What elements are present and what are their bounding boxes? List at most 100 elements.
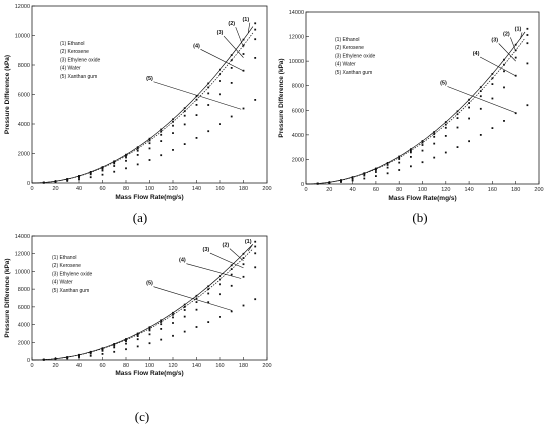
data-point-series-3 bbox=[386, 164, 389, 166]
panel-label: (c) bbox=[135, 409, 149, 424]
data-point-series-4 bbox=[101, 349, 104, 352]
data-point-series-5 bbox=[230, 115, 233, 118]
x-axis-label: Mass Flow Rate(mg/s) bbox=[115, 194, 183, 201]
annotation-leader-3 bbox=[223, 35, 244, 58]
data-point-series-1 bbox=[242, 252, 245, 255]
legend-entry-2: (2) Kerosene bbox=[335, 45, 364, 51]
data-point-series-5 bbox=[526, 104, 529, 107]
data-point-series-5 bbox=[136, 163, 139, 166]
data-point-series-3 bbox=[183, 114, 186, 117]
y-tick-label: 10000 bbox=[15, 269, 30, 275]
data-point-series-3 bbox=[468, 106, 470, 109]
data-point-series-5 bbox=[125, 348, 127, 351]
data-point-series-2 bbox=[491, 77, 494, 80]
annotation-leader-5 bbox=[447, 86, 516, 114]
x-tick-label: 180 bbox=[239, 186, 248, 192]
annotation-label-4: (4) bbox=[473, 51, 480, 57]
data-point-series-1 bbox=[160, 319, 163, 322]
annotation-label-2: (2) bbox=[503, 31, 510, 37]
data-point-series-3 bbox=[351, 176, 354, 179]
x-tick-label: 80 bbox=[123, 186, 129, 192]
data-point-series-5 bbox=[160, 338, 163, 341]
data-point-series-5 bbox=[89, 354, 92, 357]
data-point-series-1 bbox=[207, 82, 210, 85]
y-tick-label: 6000 bbox=[292, 108, 304, 114]
annotation-leader-3 bbox=[209, 252, 244, 269]
data-point-series-3 bbox=[514, 56, 517, 59]
annotation-label-3: (3) bbox=[491, 37, 498, 43]
data-point-series-5 bbox=[491, 127, 494, 129]
annotation-leader-2 bbox=[510, 37, 516, 52]
data-point-series-4 bbox=[468, 117, 470, 120]
annotation-leader-1 bbox=[247, 22, 251, 33]
data-point-series-5 bbox=[242, 304, 245, 307]
data-point-series-1 bbox=[421, 140, 424, 142]
data-point-series-3 bbox=[375, 169, 377, 171]
x-tick-label: 60 bbox=[373, 187, 379, 193]
y-tick-label: 6000 bbox=[18, 93, 30, 99]
chart-panel-3: 0 20 40 60 80 100 120 140 160 180 2000200040006000… bbox=[4, 234, 272, 424]
data-point-series-4 bbox=[195, 308, 198, 311]
legend-entry-2: (2) Kerosene bbox=[60, 49, 89, 55]
data-point-series-1 bbox=[242, 38, 245, 41]
data-point-series-5 bbox=[183, 143, 186, 145]
data-point-series-4 bbox=[78, 176, 80, 179]
y-tick-label: 4000 bbox=[292, 133, 304, 139]
data-point-series-5 bbox=[456, 146, 459, 148]
annotation-label-5: (5) bbox=[146, 281, 153, 287]
data-point-series-3 bbox=[125, 156, 127, 159]
data-point-series-5 bbox=[54, 358, 57, 361]
data-point-series-5 bbox=[66, 357, 69, 360]
x-tick-label: 100 bbox=[145, 363, 154, 369]
data-point-series-4 bbox=[183, 315, 186, 318]
fit-curve-series-2 bbox=[305, 37, 526, 185]
legend-entry-4: (4) Water bbox=[60, 66, 81, 72]
data-point-series-1 bbox=[160, 128, 163, 131]
data-point-series-3 bbox=[207, 92, 210, 95]
data-point-series-3 bbox=[456, 117, 459, 119]
annotation-label-1: (1) bbox=[515, 26, 522, 32]
data-point-series-5 bbox=[136, 345, 139, 348]
data-point-series-2 bbox=[172, 120, 174, 123]
x-tick-label: 160 bbox=[215, 186, 224, 192]
panel-label: (a) bbox=[133, 210, 147, 225]
data-point-series-4 bbox=[410, 156, 412, 158]
fit-curve-series-1 bbox=[31, 26, 254, 184]
data-point-series-4 bbox=[242, 275, 245, 278]
data-point-series-1 bbox=[219, 68, 221, 71]
data-point-series-2 bbox=[386, 162, 389, 165]
data-point-series-1 bbox=[136, 146, 139, 149]
data-point-series-1 bbox=[503, 58, 505, 61]
data-point-series-2 bbox=[160, 321, 163, 323]
data-point-series-4 bbox=[386, 166, 389, 169]
annotation-label-1: (1) bbox=[242, 17, 249, 23]
annotation-leader-5 bbox=[153, 81, 242, 110]
data-point-series-1 bbox=[398, 155, 401, 158]
data-point-series-1 bbox=[254, 240, 257, 243]
x-tick-label: 200 bbox=[262, 363, 271, 369]
data-point-series-3 bbox=[136, 149, 139, 152]
x-tick-label: 200 bbox=[534, 187, 543, 193]
y-tick-label: 8000 bbox=[18, 63, 30, 69]
data-point-series-2 bbox=[468, 102, 470, 104]
data-point-series-2 bbox=[183, 110, 186, 113]
data-point-series-2 bbox=[230, 59, 233, 62]
annotation-leader-2 bbox=[235, 27, 244, 48]
data-point-series-1 bbox=[183, 107, 186, 110]
data-point-series-2 bbox=[207, 86, 210, 89]
data-point-series-4 bbox=[148, 333, 151, 336]
x-tick-label: 20 bbox=[326, 187, 332, 193]
y-tick-label: 8000 bbox=[292, 84, 304, 90]
x-tick-label: 80 bbox=[396, 187, 402, 193]
data-point-series-5 bbox=[242, 107, 245, 110]
data-point-series-1 bbox=[254, 22, 257, 25]
data-point-series-3 bbox=[195, 104, 198, 106]
x-tick-label: 20 bbox=[52, 186, 58, 192]
data-point-series-5 bbox=[113, 170, 116, 173]
x-tick-label: 80 bbox=[123, 363, 129, 369]
data-point-series-5 bbox=[514, 112, 517, 115]
y-tick-label: 14000 bbox=[15, 234, 30, 240]
legend-entry-4: (4) Water bbox=[335, 62, 356, 68]
data-point-series-5 bbox=[433, 156, 436, 159]
data-point-series-5 bbox=[172, 149, 174, 151]
